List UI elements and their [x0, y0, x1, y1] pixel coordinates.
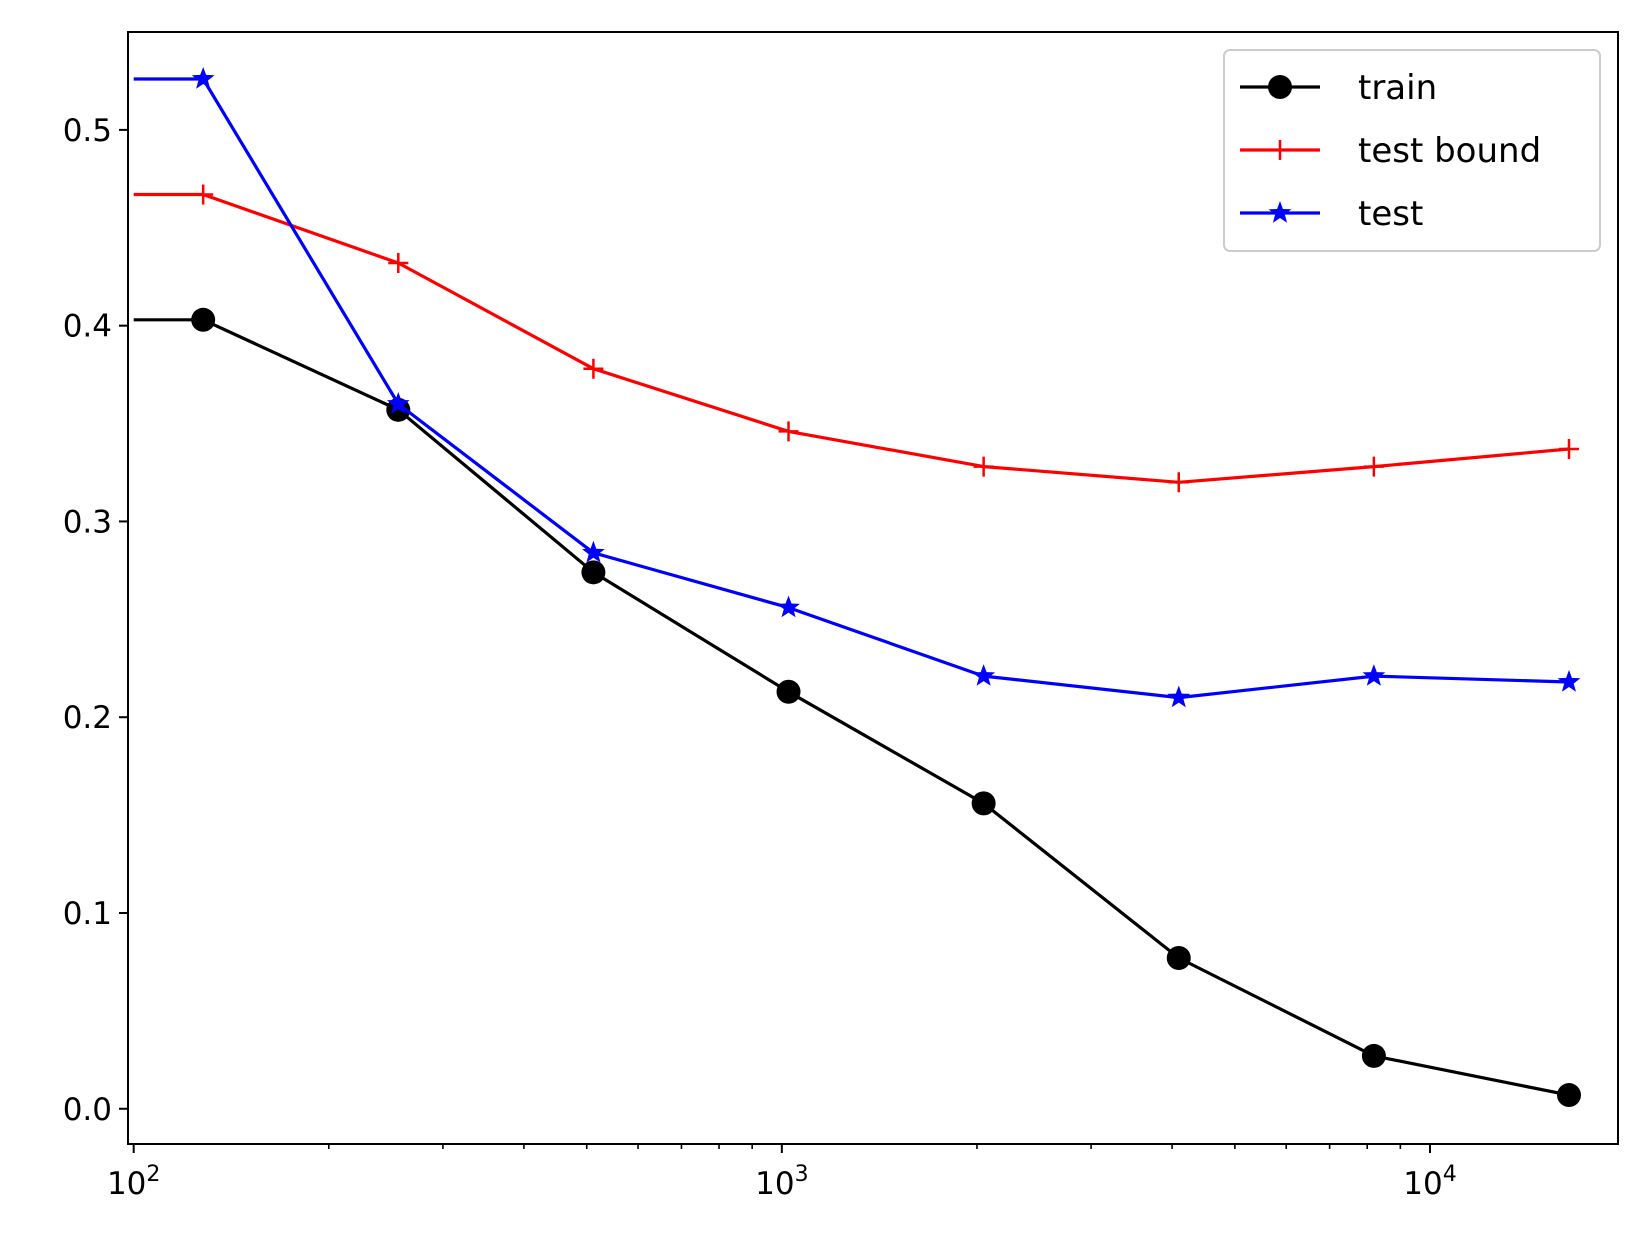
x-tick-label: 103	[755, 1162, 808, 1202]
legend-marker	[1268, 201, 1292, 223]
data-point	[193, 184, 214, 205]
axis-layer: 0.0 0.1 0.2 0.3 0.4 0.5 102 103 104	[63, 113, 1457, 1202]
x-tick-label: 102	[107, 1162, 160, 1202]
legend-entry: train	[1240, 68, 1437, 108]
data-point	[1167, 685, 1191, 708]
data-point	[583, 358, 604, 379]
data-point	[386, 392, 410, 414]
legend-box	[1223, 49, 1601, 252]
legend-entry: test bound	[1240, 131, 1541, 171]
data-point	[971, 791, 996, 816]
y-tick-label: 0.3	[63, 504, 112, 540]
data-point	[776, 679, 801, 704]
data-point	[1363, 456, 1384, 477]
data-point	[778, 421, 799, 442]
legend-label: test bound	[1358, 131, 1541, 171]
data-point	[1557, 670, 1581, 692]
series-train	[133, 307, 1581, 1108]
plot-frame	[127, 31, 1619, 1145]
data-point	[777, 595, 800, 618]
legend: train test bound test	[1223, 49, 1601, 252]
legend-marker	[1268, 75, 1292, 99]
y-tick-label: 0.0	[63, 1092, 112, 1128]
series-test	[133, 67, 1581, 708]
legend-label: test	[1358, 194, 1423, 234]
data-point	[1558, 439, 1579, 459]
data-point	[581, 560, 606, 585]
y-tick-label: 0.2	[63, 700, 112, 736]
series-test-bound	[133, 184, 1579, 493]
y-tick-label: 0.5	[63, 113, 112, 149]
data-point	[1166, 946, 1191, 971]
legend-label: train	[1358, 68, 1437, 108]
x-tick-label: 104	[1403, 1162, 1456, 1202]
data-point	[1168, 472, 1189, 493]
y-tick-label: 0.4	[63, 309, 112, 345]
data-point	[972, 664, 996, 686]
data-point	[1362, 664, 1386, 686]
data-point	[388, 253, 409, 274]
data-point	[191, 67, 215, 89]
data-point	[582, 540, 605, 563]
legend-entry: test	[1240, 194, 1423, 234]
data-point	[973, 456, 994, 477]
legend-marker	[1270, 140, 1290, 160]
data-point	[191, 307, 216, 332]
data-point	[1556, 1083, 1581, 1108]
y-tick-label: 0.1	[63, 896, 112, 932]
data-point	[1361, 1043, 1386, 1068]
series-layer	[133, 67, 1581, 1108]
